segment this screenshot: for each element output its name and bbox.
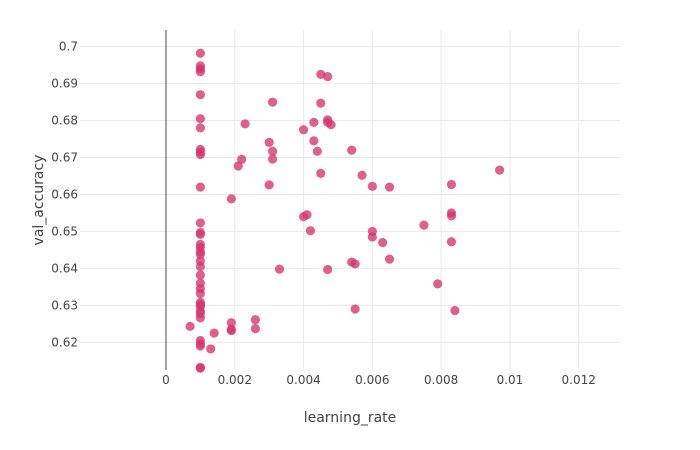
data-point[interactable] [495,165,505,175]
data-point[interactable] [446,211,457,221]
data-point[interactable] [302,210,312,220]
data-point[interactable] [309,136,319,146]
data-point[interactable] [250,315,261,325]
data-point[interactable] [195,90,205,100]
data-point[interactable] [312,146,322,156]
data-point[interactable] [209,328,219,338]
data-point[interactable] [264,137,274,147]
y-axis-title: val_accuracy [31,155,47,246]
data-point[interactable] [195,149,205,160]
data-point[interactable] [309,117,319,127]
data-point[interactable] [350,259,360,269]
x-tick-label: 0.01 [497,373,524,387]
data-point[interactable] [226,318,236,328]
data-point[interactable] [316,168,326,178]
tick-labels: 0 0.002 0.004 0.006 0.008 0.01 0.012 0.62 0.63 0.… [51,40,596,387]
data-point[interactable] [384,182,395,192]
data-point[interactable] [350,304,360,314]
data-point[interactable] [326,120,336,130]
data-point[interactable] [185,321,195,331]
data-point[interactable] [195,229,205,239]
data-point[interactable] [240,119,250,129]
data-point[interactable] [250,324,261,334]
data-point[interactable] [450,305,460,316]
data-point[interactable] [195,67,205,77]
data-point[interactable] [195,313,205,323]
data-point[interactable] [316,98,326,108]
y-tick-label: 0.7 [59,40,78,54]
x-tick-label: 0.004 [286,373,320,387]
data-point[interactable] [446,179,457,190]
data-point[interactable] [195,218,205,228]
data-points [185,48,505,373]
data-point[interactable] [446,237,457,247]
data-point[interactable] [195,123,205,133]
data-point[interactable] [378,237,388,248]
data-point[interactable] [323,71,333,82]
y-tick-label: 0.64 [51,261,78,275]
data-point[interactable] [195,114,205,124]
data-point[interactable] [305,226,316,236]
data-point[interactable] [226,325,236,336]
data-point[interactable] [384,254,395,264]
x-tick-label: 0 [162,373,170,387]
y-tick-label: 0.68 [51,114,78,128]
y-tick-label: 0.62 [51,335,78,349]
data-point[interactable] [195,341,205,351]
data-point[interactable] [195,182,205,192]
data-point[interactable] [195,48,205,58]
x-tick-label: 0.012 [562,373,596,387]
data-point[interactable] [419,220,429,230]
data-point[interactable] [367,181,377,191]
data-point[interactable] [195,363,205,373]
x-tick-label: 0.008 [424,373,458,387]
data-point[interactable] [195,270,205,280]
data-point[interactable] [357,170,367,180]
x-tick-label: 0.002 [218,373,252,387]
data-point[interactable] [323,264,333,275]
data-point[interactable] [268,154,278,164]
grid-lines [80,30,620,370]
data-point[interactable] [274,264,285,274]
y-tick-label: 0.63 [51,298,78,312]
y-tick-label: 0.69 [51,77,78,91]
data-point[interactable] [268,97,278,107]
data-point[interactable] [195,261,205,272]
data-point[interactable] [195,288,205,299]
data-point[interactable] [195,249,205,259]
data-point[interactable] [206,344,216,354]
x-axis-title: learning_rate [304,410,397,426]
data-point[interactable] [268,146,278,156]
x-tick-label: 0.006 [355,373,389,387]
data-point[interactable] [347,145,357,155]
data-point[interactable] [433,279,443,289]
data-point[interactable] [226,194,236,204]
data-point[interactable] [237,154,247,164]
data-point[interactable] [298,125,309,135]
data-point[interactable] [264,180,274,190]
y-tick-label: 0.65 [51,224,78,238]
y-tick-label: 0.67 [51,151,78,165]
data-point[interactable] [367,232,377,242]
y-tick-label: 0.66 [51,187,78,201]
